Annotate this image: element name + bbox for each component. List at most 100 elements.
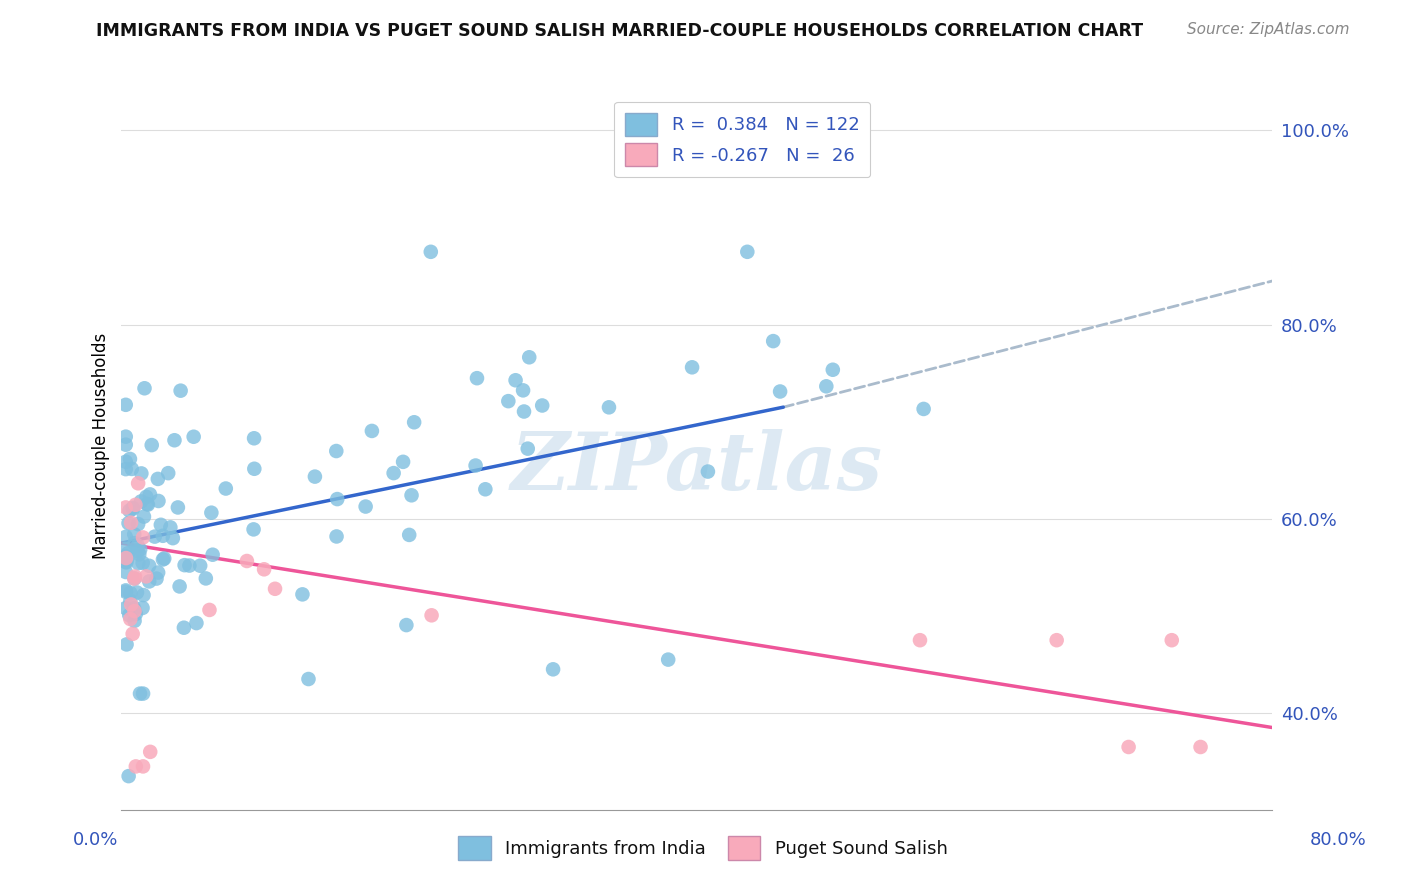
Point [505,373,527,387]
Point [153,551,176,566]
Point [114,565,136,579]
Point [354,500,377,514]
Point [236,554,259,568]
Point [114,583,136,598]
Point [135,490,157,504]
Point [117,769,139,783]
Point [139,487,162,501]
Point [132,531,155,545]
Point [169,579,191,593]
Point [163,434,186,448]
Point [129,687,152,701]
Point [148,494,170,508]
Point [124,498,146,512]
Point [162,531,184,545]
Point [136,498,159,512]
Point [115,637,138,651]
Text: 0.0%: 0.0% [73,831,118,849]
Point [134,381,156,395]
Point [114,398,136,412]
Point [125,585,148,599]
Point [129,494,152,508]
Point [598,401,620,415]
Point [198,603,221,617]
Point [135,569,157,583]
Point [121,500,143,515]
Point [157,466,180,480]
Point [395,618,418,632]
Point [201,548,224,562]
Point [122,572,145,586]
Point [132,687,155,701]
Point [127,556,149,570]
Point [657,652,679,666]
Point [146,472,169,486]
Point [183,430,205,444]
Point [382,466,405,480]
Text: Source: ZipAtlas.com: Source: ZipAtlas.com [1187,22,1350,37]
Point [114,530,136,544]
Point [115,551,138,566]
Point [769,384,792,399]
Point [117,546,139,560]
Point [124,536,146,550]
Point [152,552,174,566]
Point [159,520,181,534]
Legend: R =  0.384   N = 122, R = -0.267   N =  26: R = 0.384 N = 122, R = -0.267 N = 26 [614,102,870,178]
Point [131,556,153,570]
Point [114,438,136,452]
Point [124,614,146,628]
Point [696,465,718,479]
Point [200,506,222,520]
Point [145,572,167,586]
Point [821,363,844,377]
Point [118,608,141,623]
Point [115,555,138,569]
Point [474,483,496,497]
Point [297,672,319,686]
Point [114,462,136,476]
Point [118,503,141,517]
Point [120,516,142,530]
Point [114,551,136,566]
Point [1189,739,1212,754]
Point [264,582,287,596]
Point [513,404,536,418]
Point [531,399,554,413]
Point [512,384,534,398]
Point [131,601,153,615]
Point [541,662,564,676]
Point [121,627,143,641]
Point [115,552,138,566]
Point [127,476,149,491]
Point [815,379,838,393]
Point [114,549,136,564]
Point [215,482,238,496]
Point [912,401,935,416]
Point [186,616,208,631]
Point [516,442,538,456]
Point [146,566,169,580]
Point [188,558,211,573]
Point [169,384,191,398]
Point [127,517,149,532]
Point [120,598,142,612]
Point [243,462,266,476]
Point [152,529,174,543]
Point [253,562,276,576]
Point [908,633,931,648]
Point [122,601,145,615]
Point [404,415,426,429]
Point [129,542,152,557]
Point [737,244,759,259]
Point [125,759,148,773]
Text: IMMIGRANTS FROM INDIA VS PUGET SOUND SALISH MARRIED-COUPLE HOUSEHOLDS CORRELATIO: IMMIGRANTS FROM INDIA VS PUGET SOUND SAL… [96,22,1143,40]
Point [124,569,146,583]
Point [138,574,160,589]
Point [136,497,159,511]
Point [325,444,347,458]
Point [122,527,145,541]
Point [128,547,150,561]
Point [132,509,155,524]
Point [326,492,349,507]
